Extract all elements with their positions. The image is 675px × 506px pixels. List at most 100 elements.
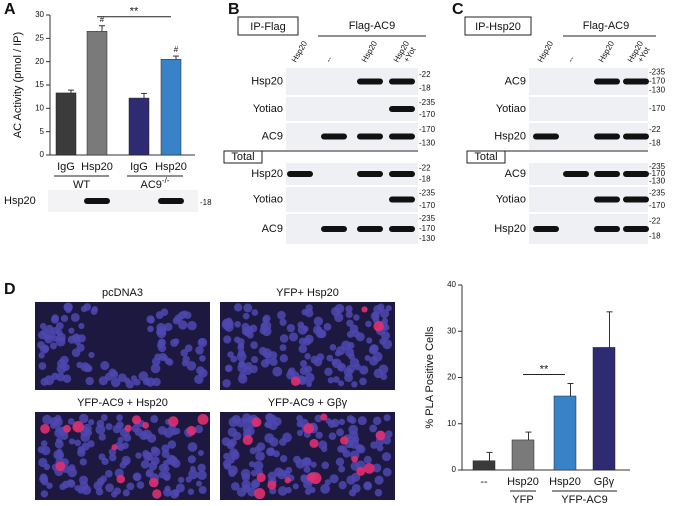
group-label-text: AC9 — [141, 179, 162, 191]
blot-row-label: Hsp20 — [251, 75, 283, 87]
bar — [128, 97, 150, 156]
cell — [150, 415, 159, 424]
cell — [183, 311, 192, 319]
cell — [110, 377, 121, 388]
cell — [222, 459, 232, 468]
pla-signal — [267, 480, 277, 490]
cell — [279, 344, 287, 352]
cell — [42, 414, 53, 425]
cell — [40, 490, 49, 498]
cell — [355, 332, 365, 342]
cell — [372, 351, 383, 362]
cell — [249, 447, 257, 455]
cell — [332, 376, 340, 383]
cell — [260, 322, 268, 330]
x-tick-label: Gβγ — [594, 476, 615, 488]
cell — [85, 376, 94, 386]
blot-row-label: Yotiao — [253, 103, 283, 115]
cell — [186, 360, 197, 371]
cell — [224, 322, 234, 332]
cell — [321, 461, 330, 470]
cell — [299, 360, 308, 368]
pla-signal — [363, 463, 375, 474]
pla-signal — [290, 376, 301, 386]
bar — [511, 439, 535, 471]
y-tick-label: 40 — [447, 280, 456, 289]
cell — [82, 423, 92, 434]
pla-signal — [40, 423, 50, 434]
cell — [108, 453, 117, 462]
blot-band — [357, 133, 383, 140]
cell — [253, 460, 264, 471]
cell — [81, 442, 90, 451]
pla-signal — [284, 477, 291, 484]
cell — [298, 344, 308, 354]
blot-strip — [48, 190, 198, 212]
cell — [182, 355, 190, 364]
cell — [116, 414, 123, 422]
x-tick-label: Hsp20 — [155, 161, 187, 173]
cell — [117, 443, 125, 452]
cell — [384, 430, 393, 438]
pla-signal — [254, 487, 266, 500]
lane-label: Hsp20 — [290, 39, 310, 64]
cell — [164, 322, 173, 332]
blot-row-label: AC9 — [505, 168, 526, 180]
cell — [382, 467, 392, 477]
y-tick-label: 5 — [40, 127, 45, 136]
cell — [353, 314, 360, 321]
cell — [169, 489, 180, 499]
cell — [177, 476, 185, 484]
cell — [74, 334, 81, 341]
cell — [255, 451, 265, 462]
cell — [164, 485, 171, 492]
blot-marker: -235 — [649, 188, 666, 197]
cell — [122, 458, 130, 466]
total-label: Total — [231, 151, 254, 163]
blot-marker: -130 — [649, 86, 666, 95]
cell — [324, 367, 333, 377]
cell — [221, 437, 231, 446]
cell — [79, 413, 89, 424]
cell — [334, 303, 345, 314]
cell — [170, 338, 179, 347]
cell — [338, 481, 347, 490]
cell — [315, 431, 323, 439]
blot-marker: -18 — [419, 83, 431, 92]
cell — [122, 489, 130, 497]
blot-band — [389, 78, 415, 85]
y-tick-label: 10 — [447, 419, 456, 428]
lane-label: Hsp20 — [536, 39, 556, 64]
blot-row-label: AC9 — [262, 223, 283, 235]
cell — [374, 475, 384, 485]
cell — [135, 452, 142, 459]
cell — [374, 488, 383, 497]
cell — [336, 428, 345, 437]
y-tick-label: 25 — [35, 33, 44, 42]
cell — [345, 310, 353, 319]
cell — [264, 357, 272, 365]
cell — [80, 432, 91, 443]
cell — [145, 377, 156, 387]
cell — [37, 341, 45, 349]
cell — [98, 376, 108, 386]
cell — [59, 355, 69, 365]
cell — [49, 416, 60, 427]
cell — [304, 372, 315, 383]
cell — [366, 337, 373, 344]
cell — [148, 461, 158, 471]
blot-band — [623, 226, 649, 232]
group-label-text: YFP — [512, 494, 533, 506]
cell — [228, 438, 237, 447]
cell — [383, 414, 391, 422]
cell — [74, 439, 82, 447]
cell — [41, 478, 49, 486]
cell — [85, 365, 93, 372]
cell — [37, 446, 46, 454]
blot-marker: -170 — [649, 104, 666, 113]
cell — [236, 351, 247, 362]
cell — [158, 339, 166, 347]
ip-label: IP-Hsp20 — [475, 21, 521, 33]
x-tick-label: Hsp20 — [507, 476, 539, 488]
cell — [187, 488, 195, 495]
